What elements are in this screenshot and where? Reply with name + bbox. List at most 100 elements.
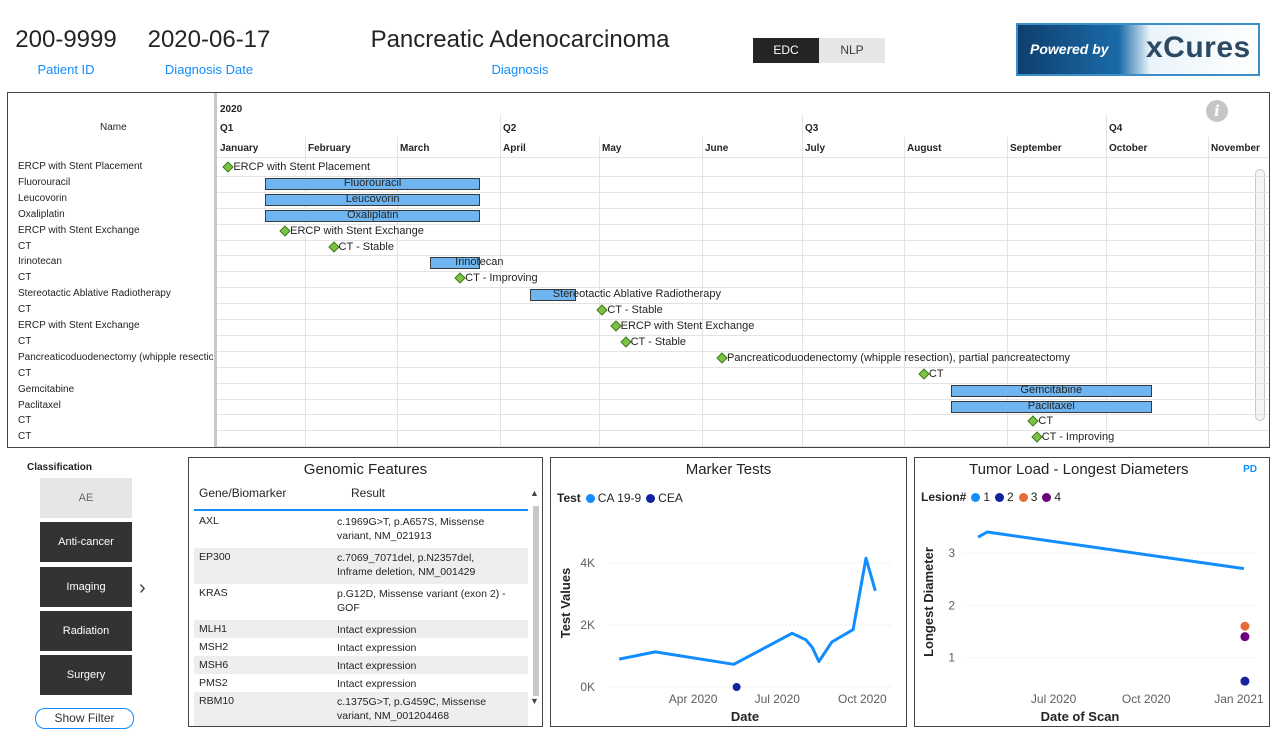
classification-anti-cancer-button[interactable]: Anti-cancer [40,522,132,562]
patient-id-value: 200-9999 [15,26,117,53]
result-cell: Intact expression [337,660,417,672]
gantt-row-name: CT [18,240,32,252]
y-tick-label: 1 [948,651,955,665]
quarter-gridline [802,115,803,447]
milestone-diamond-icon[interactable] [716,352,728,364]
month-label: March [400,143,430,154]
tumor-load-chart: 1 2 3 Jul 2020 Oct 2020 Jan 2021 Date of Scan L… [914,457,1270,727]
gantt-bar[interactable] [430,257,481,270]
milestone-diamond-icon[interactable] [1031,431,1043,443]
diagnosis-card: Pancreatic Adenocarcinoma Diagnosis [360,26,680,77]
table-row[interactable]: MSH2 Intact expression [194,638,528,656]
gene-cell: PMS2 [199,677,228,689]
classification-surgery-button[interactable]: Surgery [40,655,132,695]
marker-legend-title: Test [557,491,581,505]
result-column-header[interactable]: Result [351,486,386,500]
scroll-up-icon[interactable]: ▲ [530,488,539,498]
classification-ae-button[interactable]: AE [40,478,132,518]
result-cell: c.1969G>T, p.A657S, Missense variant, NM… [337,516,485,542]
genomic-features-table: Genomic Features Gene/Biomarker Result ▲… [188,457,543,727]
milestone-diamond-icon[interactable] [1027,415,1040,428]
gantt-bar[interactable] [265,209,481,222]
month-label: April [503,143,526,154]
legend-label-lesion-3: 3 [1030,490,1038,504]
gantt-bar[interactable] [529,289,576,302]
show-filter-button[interactable]: Show Filter [35,708,134,729]
info-icon[interactable]: i [1206,100,1228,122]
gene-column-header[interactable]: Gene/Biomarker [199,486,287,500]
classification-radiation-button[interactable]: Radiation [40,611,132,651]
marker-tests-title: Marker Tests [685,461,772,478]
source-toggle: EDC NLP [753,38,885,63]
logo-powered-by: Powered by [1030,41,1109,57]
milestone-diamond-icon[interactable] [327,240,340,253]
milestone-diamond-icon[interactable] [279,224,291,237]
patient-id-label: Patient ID [37,62,95,77]
legend-dot-lesion-2 [995,493,1005,502]
table-row[interactable]: KRAS p.G12D, Missense variant (exon 2) - … [194,584,528,620]
timeline-scrollbar[interactable] [1255,169,1265,421]
gantt-row-name: ERCP with Stent Placement [18,161,143,172]
timeline-year: 2020 [220,104,243,115]
gantt-bar-label: Gemcitabine [1020,383,1083,396]
month-gridline [702,137,703,447]
milestone-diamond-icon[interactable] [619,336,632,348]
gantt-row-name: CT [18,367,32,379]
table-row[interactable]: PMS2 Intact expression [194,674,528,692]
chevron-right-icon[interactable]: › [139,577,146,599]
classification-title: Classification [27,462,93,473]
gantt-bar[interactable] [265,177,481,190]
gene-cell: MSH2 [199,641,229,653]
table-row[interactable]: AXL c.1969G>T, p.A657S, Missense variant,… [194,512,528,548]
row-gridline [217,271,1269,273]
gantt-row-name: CT [18,415,32,427]
patient-id-card: 200-9999 Patient ID [10,26,122,77]
lesion-3-point [1240,621,1250,631]
y-tick-label: 0K [580,680,595,694]
gantt-row-name: CT [18,272,32,284]
genomic-scrollbar[interactable]: ▲ ▼ [530,486,540,724]
table-row[interactable]: MSH6 Intact expression [194,656,528,674]
header-rule [217,157,1269,158]
pd-link[interactable]: PD [1243,464,1257,475]
legend-label-lesion-4: 4 [1054,490,1062,504]
y-tick-label: 2 [948,598,955,612]
gantt-row-name: Irinotecan [18,256,62,268]
gantt-bar-label: Paclitaxel [1027,399,1075,412]
row-gridline [217,446,1269,447]
milestone-diamond-icon[interactable] [609,320,622,332]
classification-imaging-button[interactable]: Imaging [40,567,132,607]
milestone-diamond-icon[interactable] [222,161,235,173]
result-cell: Intact expression [337,678,417,690]
gantt-row-name: Paclitaxel [18,399,61,411]
table-row[interactable]: MLH1 Intact expression [194,620,528,638]
milestone-diamond-icon[interactable] [454,272,466,284]
month-gridline [397,137,398,447]
gene-cell: MLH1 [199,623,228,635]
row-gridline [217,398,1269,400]
table-row[interactable]: RBM10 c.1375G>T, p.G459C, Missense varian… [194,692,528,726]
legend-dot-ca199 [585,494,595,503]
toggle-nlp-button[interactable]: NLP [819,38,885,63]
legend-label-cea: CEA [658,491,683,505]
logo-name: xCures [1146,31,1251,64]
result-cell: p.G12D, Missense variant (exon 2) - GOF [337,588,506,614]
timeline-divider [214,93,217,447]
milestone-label: CT [1038,415,1054,428]
gantt-bar-label: Irinotecan [455,256,504,269]
month-label: January [220,143,259,154]
row-gridline [217,223,1269,225]
legend-dot-lesion-3 [1018,493,1028,502]
gantt-bar[interactable] [265,193,481,206]
tumor-legend: Lesion# 1 2 3 4 [921,490,1061,504]
toggle-edc-button[interactable]: EDC [753,38,819,63]
scroll-thumb[interactable] [533,506,539,696]
gantt-bar[interactable] [950,400,1153,413]
table-row[interactable]: EP300 c.7069_7071del, p.N2357del, Inframe… [194,548,528,584]
x-axis-label: Date of Scan [1041,709,1120,724]
milestone-diamond-icon[interactable] [918,368,930,380]
gantt-bar[interactable] [950,384,1153,397]
gantt-bar-label: Stereotactic Ablative Radiotherapy [552,288,721,301]
scroll-down-icon[interactable]: ▼ [530,696,539,706]
legend-label-lesion-1: 1 [983,490,991,504]
